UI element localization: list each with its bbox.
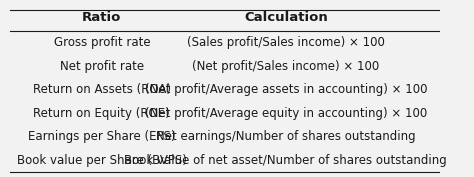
Text: Net profit rate: Net profit rate <box>60 60 144 73</box>
Text: Gross profit rate: Gross profit rate <box>54 36 150 49</box>
Text: Book value per Share (BVPS): Book value per Share (BVPS) <box>17 154 187 167</box>
Text: Return on Equity (ROE): Return on Equity (ROE) <box>34 107 170 120</box>
Text: (Net profit/Sales income) × 100: (Net profit/Sales income) × 100 <box>192 60 379 73</box>
Text: (Net profit/Average equity in accounting) × 100: (Net profit/Average equity in accounting… <box>145 107 427 120</box>
Text: Net earnings/Number of shares outstanding: Net earnings/Number of shares outstandin… <box>156 130 416 143</box>
Text: Return on Assets (ROA): Return on Assets (ROA) <box>33 83 171 96</box>
Text: Calculation: Calculation <box>244 11 328 24</box>
Text: Ratio: Ratio <box>82 11 121 24</box>
Text: (Net profit/Average assets in accounting) × 100: (Net profit/Average assets in accounting… <box>145 83 427 96</box>
Text: Book value of net asset/Number of shares outstanding: Book value of net asset/Number of shares… <box>125 154 447 167</box>
Text: Earnings per Share (EPS): Earnings per Share (EPS) <box>28 130 175 143</box>
Text: (Sales profit/Sales income) × 100: (Sales profit/Sales income) × 100 <box>187 36 385 49</box>
